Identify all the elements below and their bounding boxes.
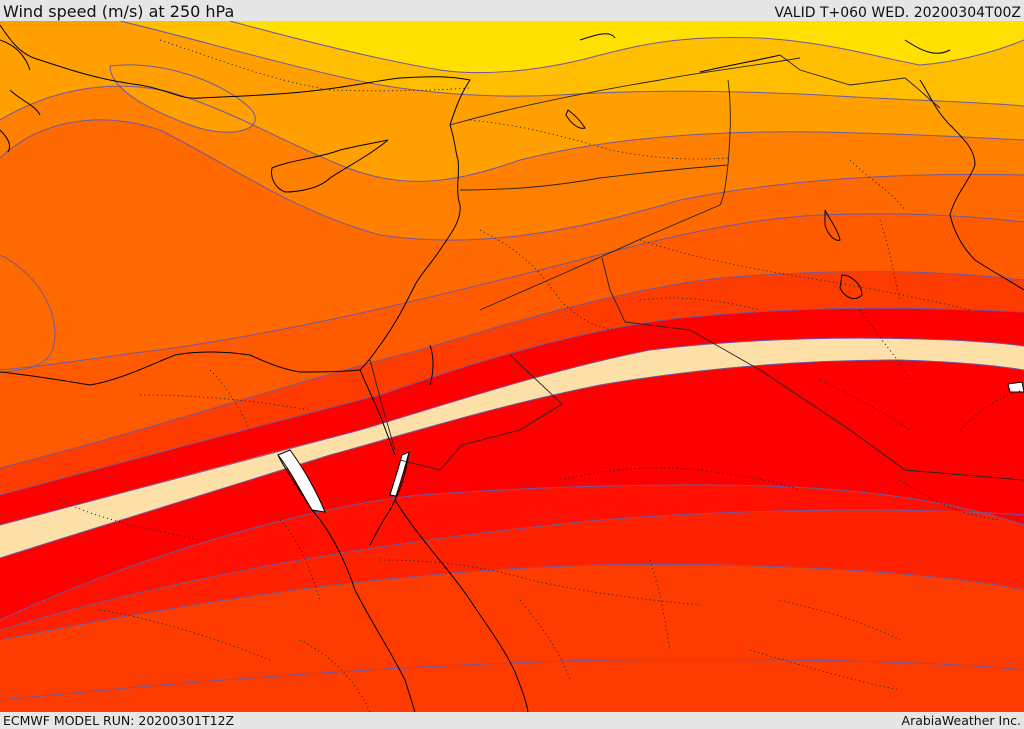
isotach-contours xyxy=(0,21,1024,701)
footer-bar: ECMWF MODEL RUN: 20200301T12Z ArabiaWeat… xyxy=(0,712,1024,729)
model-run-label: ECMWF MODEL RUN: 20200301T12Z xyxy=(3,713,235,728)
valid-time: VALID T+060 WED. 20200304T00Z xyxy=(774,5,1021,21)
gulf-east-edge xyxy=(1007,381,1024,393)
gulf-of-suez xyxy=(277,449,326,513)
header-bar: Wind speed (m/s) at 250 hPa VALID T+060 … xyxy=(0,0,1024,21)
credit-label: ArabiaWeather Inc. xyxy=(901,713,1021,728)
band-yellow xyxy=(230,21,1024,73)
map-title: Wind speed (m/s) at 250 hPa xyxy=(3,2,235,21)
band-orange-west-eddy xyxy=(110,64,256,133)
provincial-boundaries xyxy=(59,39,1024,712)
borders xyxy=(369,54,1024,481)
coastlines xyxy=(0,24,1024,712)
wind-speed-map xyxy=(0,21,1024,712)
band-orange-red-west xyxy=(0,255,55,372)
